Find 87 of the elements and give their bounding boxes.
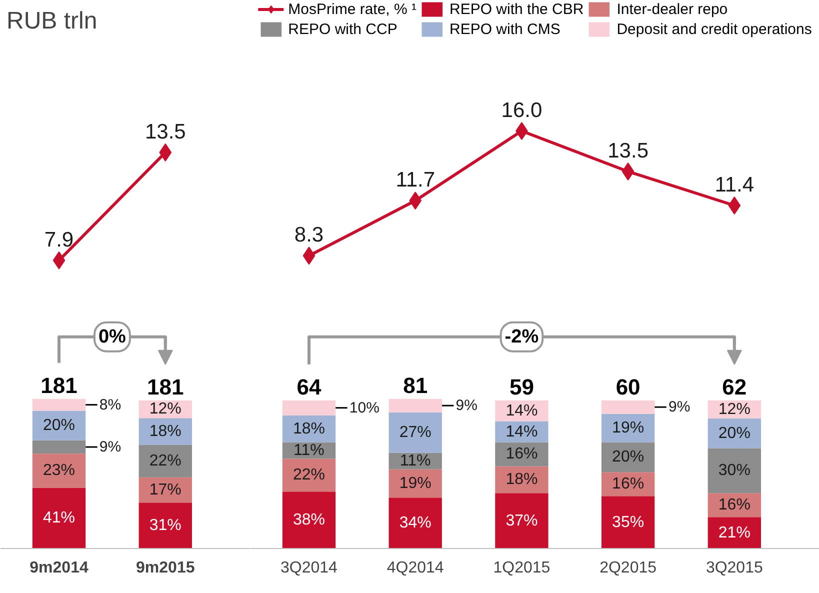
data-label: 16.0 <box>501 99 542 122</box>
data-label: 18% <box>292 420 326 438</box>
data-label: 12% <box>149 400 182 418</box>
data-label: 16% <box>718 496 750 514</box>
x-tick-label: 3Q2015 <box>706 560 763 576</box>
data-label: 9% <box>456 397 478 414</box>
data-label: 16% <box>506 446 538 463</box>
bar <box>282 458 336 492</box>
annotation: 59 <box>509 374 534 400</box>
data-label: 7.9 <box>44 228 74 252</box>
data-label: 17% <box>149 481 182 498</box>
bar <box>32 488 86 548</box>
data-label: 11.4 <box>714 173 754 196</box>
data-label: 19% <box>612 420 644 437</box>
annotation: 60 <box>616 374 640 400</box>
point <box>302 246 316 265</box>
text: -2% <box>504 326 539 348</box>
x-tick-label: 2Q2015 <box>600 560 657 576</box>
bar <box>601 496 655 548</box>
annotation: 62 <box>722 374 747 400</box>
data-label: 13.5 <box>608 139 648 162</box>
x-tick-label: 1Q2015 <box>493 560 550 576</box>
data-label: 22% <box>292 466 326 484</box>
data-label: 8.3 <box>294 224 324 247</box>
data-label: 8% <box>99 396 122 414</box>
bar <box>388 398 442 412</box>
chart-title: RUB trln <box>6 8 98 34</box>
bar <box>32 398 86 411</box>
legend-label: Inter-dealer repo <box>616 0 728 18</box>
annotation: 181 <box>147 374 184 400</box>
text: 0% <box>98 326 126 348</box>
bar <box>138 502 192 548</box>
data-label: 16% <box>612 476 644 493</box>
x-tick-label: 9m2014 <box>30 560 88 576</box>
bar <box>601 414 655 442</box>
data-label: 23% <box>43 462 76 480</box>
bar <box>282 492 336 548</box>
legend-label: MosPrime rate, % ¹ <box>288 0 417 18</box>
legend-label: Deposit and credit operations <box>616 20 812 38</box>
x-tick-label: 3Q2014 <box>280 560 338 576</box>
bar <box>282 400 336 416</box>
data-label: 34% <box>399 514 432 532</box>
bar <box>138 444 192 478</box>
data-label: 11% <box>294 442 324 459</box>
bar <box>32 410 86 440</box>
data-label: 12% <box>718 400 750 418</box>
data-label: 14% <box>506 402 538 420</box>
data-label: 11.7 <box>396 168 436 192</box>
bar <box>32 454 86 488</box>
data-label: 18% <box>506 471 538 488</box>
data-label: 22% <box>149 452 182 470</box>
bar <box>32 440 86 454</box>
data-label: 30% <box>718 462 750 480</box>
point <box>622 162 634 180</box>
data-label: 37% <box>506 512 538 530</box>
point <box>409 192 422 210</box>
data-label: 27% <box>399 424 432 442</box>
bar <box>388 412 442 453</box>
bar <box>388 498 442 548</box>
data-label: 20% <box>43 417 76 434</box>
bar <box>495 493 548 548</box>
legend-label: REPO with the CBR <box>450 0 584 18</box>
data-label: 20% <box>718 424 750 442</box>
data-label: 9% <box>99 438 122 456</box>
data-label: 38% <box>292 512 326 529</box>
bar <box>708 448 762 494</box>
data-label: 20% <box>612 448 644 466</box>
x-tick-label: 9m2015 <box>136 560 195 576</box>
data-label: 13.5 <box>144 120 186 144</box>
text: 81 <box>403 372 428 398</box>
data-label: 31% <box>149 517 182 534</box>
text: 181 <box>40 372 78 398</box>
data-label: 18% <box>149 422 182 440</box>
point <box>728 196 741 214</box>
bar <box>601 400 655 414</box>
legend-label: REPO with CMS <box>450 20 560 38</box>
data-label: 35% <box>612 514 644 531</box>
x-tick-label: 4Q2014 <box>386 560 444 576</box>
data-label: 21% <box>718 524 750 542</box>
data-label: 19% <box>399 474 432 492</box>
annotation: 64 <box>296 374 322 400</box>
data-label: 41% <box>43 510 76 527</box>
data-label: 9% <box>668 398 690 416</box>
data-label: 11% <box>400 452 431 470</box>
data-label: 10% <box>349 399 380 416</box>
legend-label: REPO with CCP <box>288 20 398 38</box>
data-label: 14% <box>506 423 538 440</box>
